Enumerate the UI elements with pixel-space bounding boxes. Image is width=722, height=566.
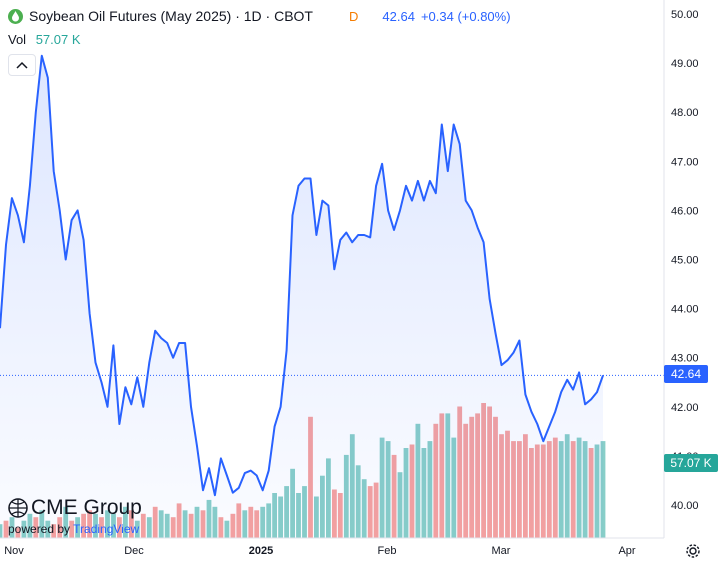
time-axis-label: Dec — [124, 545, 144, 557]
logo-icon — [8, 8, 23, 24]
price-axis-label: 50.00 — [671, 9, 699, 21]
header-price: 42.64 — [382, 8, 415, 24]
price-axis-label: 49.00 — [671, 58, 699, 70]
time-axis-label: Apr — [618, 545, 635, 557]
time-axis-label: Mar — [492, 545, 511, 557]
price-line — [0, 54, 604, 497]
data-status-indicator[interactable]: D — [349, 8, 359, 24]
chevron-up-icon — [16, 56, 28, 74]
watermark[interactable]: CME Group powered by TradingView — [8, 496, 142, 536]
price-area — [0, 55, 603, 538]
symbol-title[interactable]: Soybean Oil Futures (May 2025) · 1D · CB… — [29, 8, 313, 24]
settings-button[interactable] — [685, 543, 701, 564]
last-price-value: 42.64 — [671, 367, 701, 381]
time-axis-label: 2025 — [249, 545, 273, 557]
last-volume-value: 57.07 K — [670, 456, 711, 470]
price-axis-label: 45.00 — [671, 255, 699, 267]
settings-icon — [685, 544, 701, 563]
header-change: +0.34 (+0.80%) — [420, 8, 511, 24]
volume-label: Vol — [8, 32, 27, 47]
price-axis-label: 46.00 — [671, 205, 699, 217]
price-axis-label: 42.00 — [671, 402, 699, 414]
last-price-tag: 42.64 — [664, 365, 708, 383]
price-axis-label: 44.00 — [671, 304, 699, 316]
last-volume-tag: 57.07 K — [664, 454, 718, 472]
time-axis[interactable]: Nov Dec 2025 Feb Mar Apr — [4, 545, 636, 557]
collapse-legend-button[interactable] — [8, 54, 36, 76]
cme-globe-icon — [8, 498, 28, 518]
price-axis[interactable]: 40.0041.0042.0043.0044.0045.0046.0047.00… — [671, 9, 699, 512]
time-axis-label: Feb — [378, 545, 397, 557]
cme-brand-text: CME Group — [31, 496, 142, 519]
price-axis-label: 48.00 — [671, 107, 699, 119]
volume-value: 57.07 K — [35, 32, 81, 47]
price-axis-label: 40.00 — [671, 500, 699, 512]
price-axis-label: 43.00 — [671, 353, 699, 365]
chart-header: Soybean Oil Futures (May 2025) · 1D · CB… — [8, 6, 511, 26]
powered-by: powered by TradingView — [8, 522, 140, 536]
price-axis-label: 47.00 — [671, 156, 699, 168]
time-axis-label: Nov — [4, 545, 24, 557]
volume-legend: Vol 57.07 K — [8, 32, 81, 47]
tradingview-link[interactable]: TradingView — [73, 522, 140, 536]
